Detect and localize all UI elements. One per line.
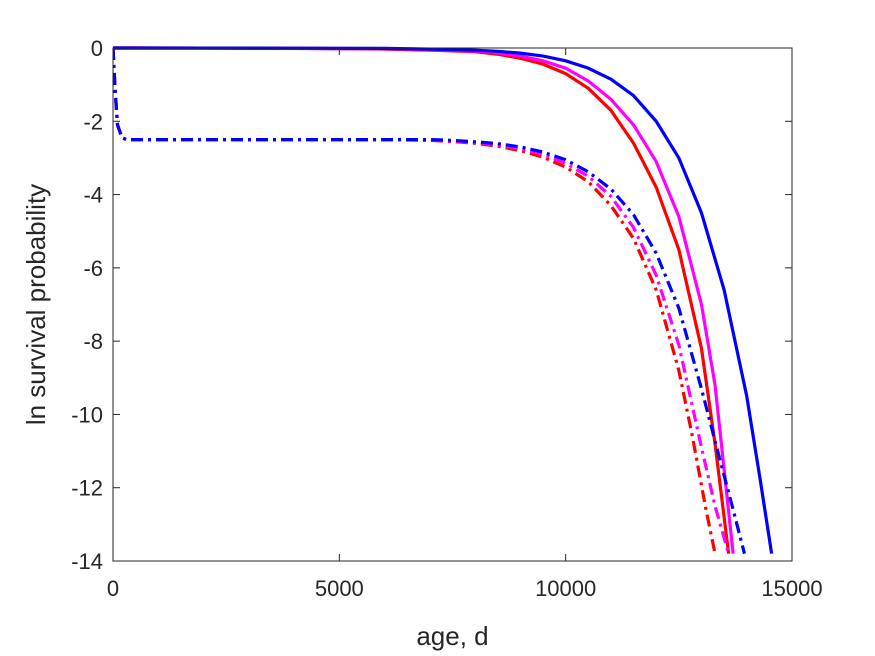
y-tick-label: -10 xyxy=(71,402,103,427)
y-tick-label: -12 xyxy=(71,476,103,501)
y-axis-ticks: 0 -2 -4 -6 -8 -10 -12 -14 xyxy=(71,36,792,574)
x-axis-label: age, d xyxy=(416,621,488,651)
y-tick-label: -8 xyxy=(83,329,103,354)
y-tick-label: -2 xyxy=(83,109,103,134)
x-tick-label: 15000 xyxy=(761,576,822,601)
axes-box xyxy=(112,47,793,562)
y-tick-label: 0 xyxy=(91,36,103,61)
y-axis-label: ln survival probability xyxy=(21,184,51,425)
x-axis-ticks: 0 5000 10000 15000 xyxy=(107,48,823,601)
x-tick-label: 0 xyxy=(107,576,119,601)
x-tick-label: 10000 xyxy=(535,576,596,601)
y-tick-label: -14 xyxy=(71,549,103,574)
x-tick-label: 5000 xyxy=(315,576,364,601)
series-layer xyxy=(113,46,774,555)
series-line-dashdot-5 xyxy=(113,47,747,555)
y-tick-label: -4 xyxy=(83,183,103,208)
y-tick-label: -6 xyxy=(83,256,103,281)
